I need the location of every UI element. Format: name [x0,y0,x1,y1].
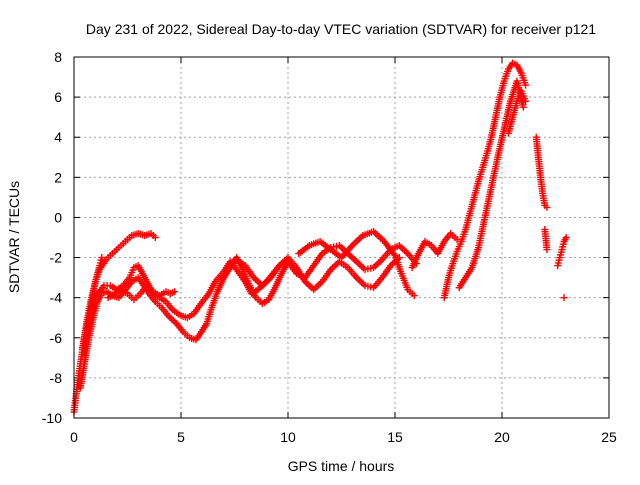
data-point-interp [332,261,340,269]
data-point-interp [171,318,179,326]
data-point [562,234,570,241]
y-tick-label: 8 [54,49,62,65]
data-point-interp [351,256,359,264]
y-tick-label: -4 [50,290,63,306]
x-tick-label: 0 [70,429,78,445]
x-tick-label: 20 [494,429,510,445]
data-point-interp [311,284,319,292]
data-point [310,286,318,294]
data-point-interp [347,253,355,261]
data-point [352,258,360,266]
data-point-interp [375,259,383,267]
data-point [522,81,530,89]
data-point [522,97,530,105]
data-point-interp [305,281,313,289]
x-tick-label: 10 [280,429,296,445]
data-point [543,203,551,211]
data-point [560,294,568,302]
data-points [70,59,570,416]
x-axis-label: GPS time / hours [288,458,395,474]
data-point [410,292,418,300]
data-point-interp [354,275,362,283]
data-point-interp [397,243,405,251]
chart-title: Day 231 of 2022, Sidereal Day-to-day VTE… [86,21,596,37]
data-point [519,103,527,111]
y-tick-label: 4 [54,129,62,145]
plot-frame [73,56,610,419]
data-point-interp [349,254,357,262]
data-point-interp [356,277,364,285]
data-point-interp [306,282,314,290]
data-point [543,246,551,254]
data-point-interp [313,282,321,290]
x-tick-label: 15 [387,429,403,445]
data-point-interp [356,261,364,269]
y-tick-label: 2 [54,169,62,185]
x-tick-label: 25 [601,429,617,445]
data-point-interp [330,262,338,270]
data-point-interp [169,317,177,325]
data-point-interp [400,246,408,254]
data-point-interp [402,248,410,256]
data-point [171,288,179,296]
y-tick-label: -8 [50,370,63,386]
data-point-interp [354,259,362,267]
data-point-interp [376,257,384,265]
data-point-interp [168,315,176,323]
y-axis-label: SDTVAR / TECUs [6,181,22,293]
data-point-interp [358,278,366,286]
data-point-interp [373,260,381,268]
y-tick-label: -2 [50,250,63,266]
data-point-interp [166,313,174,321]
y-tick-label: 6 [54,89,62,105]
data-point-interp [253,277,261,285]
y-tick-label: -6 [50,330,63,346]
data-point-interp [359,264,367,272]
data-point [98,254,106,262]
data-point [151,234,159,241]
data-point-interp [337,243,345,251]
x-tick-label: 5 [177,429,185,445]
data-point-interp [358,262,366,270]
data-point-interp [315,281,323,289]
y-tick-label: 0 [54,209,62,225]
y-tick-label: -10 [42,410,62,426]
